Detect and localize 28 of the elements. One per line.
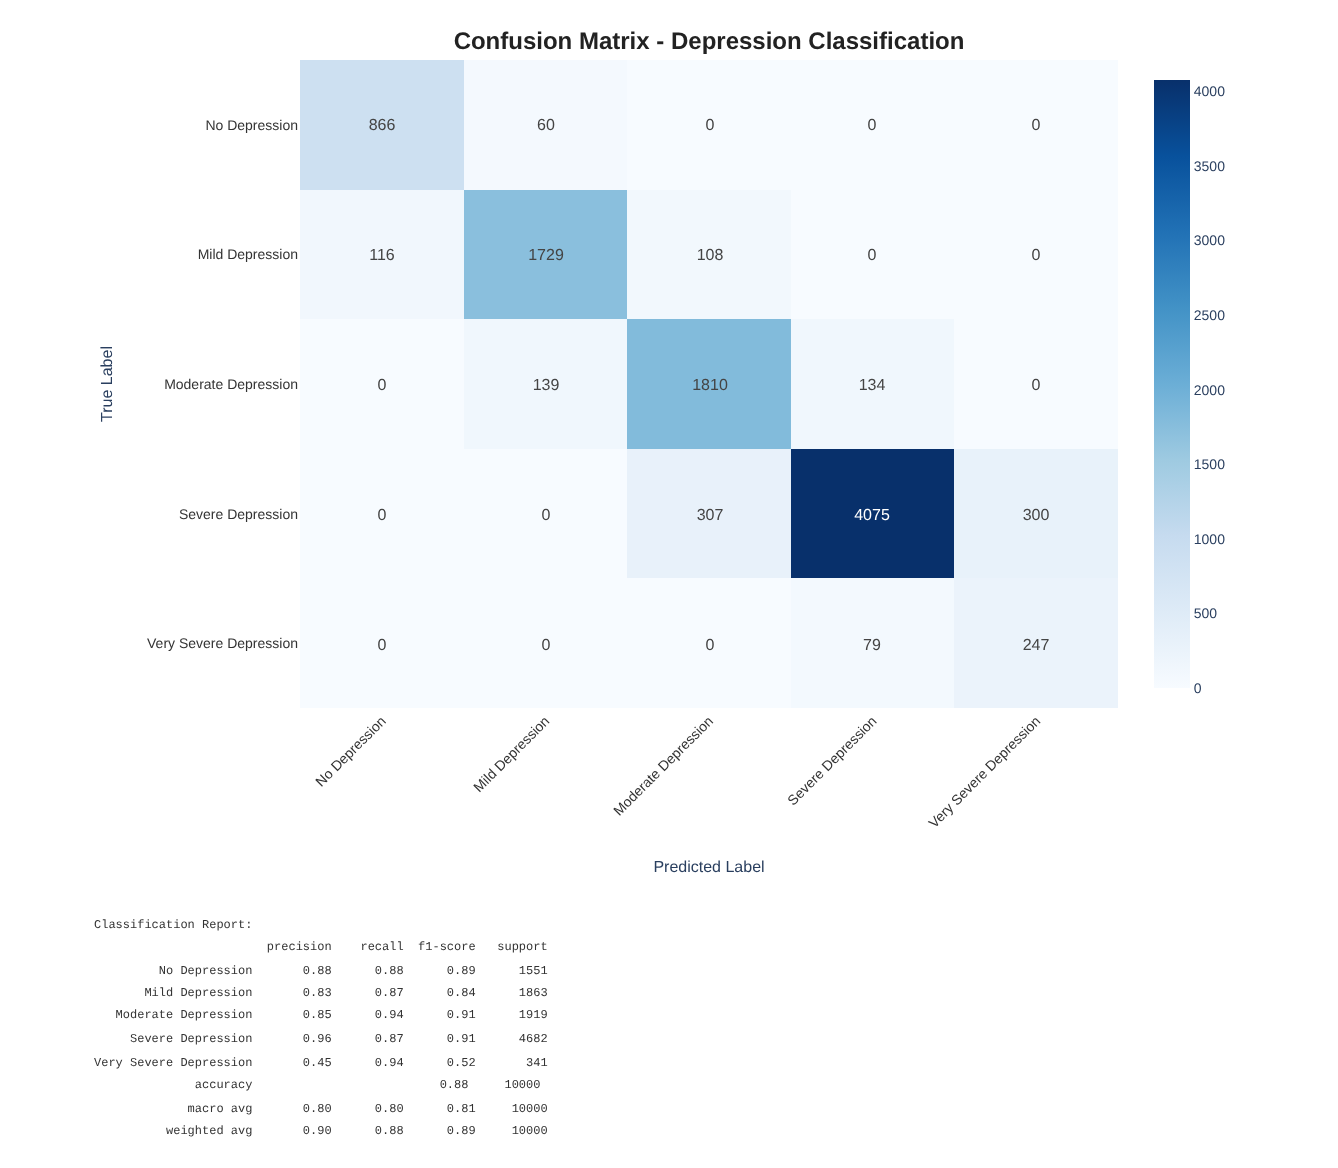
data-label: 307: [696, 505, 725, 524]
data-label: 300: [1022, 505, 1051, 524]
data-label: 4075: [854, 505, 891, 524]
y-axis-title: True Label: [98, 345, 117, 422]
data-label: 0: [867, 245, 878, 264]
data-label: 0: [377, 375, 388, 394]
data-label: 247: [1022, 635, 1051, 654]
data-label: 0: [541, 635, 552, 654]
data-label: 108: [696, 245, 725, 264]
data-label: 1810: [692, 375, 729, 394]
data-label: 139: [532, 375, 561, 394]
data-label: 116: [369, 245, 396, 264]
data-label: 79: [863, 635, 882, 654]
data-label: 0: [377, 505, 388, 524]
data-label: 0: [1031, 375, 1042, 394]
x-axis-title: Predicted Label: [653, 857, 766, 876]
data-label: 0: [377, 635, 388, 654]
data-label: 60: [537, 115, 556, 134]
data-label: 0: [705, 635, 716, 654]
data-label: 1729: [528, 245, 565, 264]
data-label: 0: [1031, 245, 1042, 264]
chart-title: Confusion Matrix - Depression Classification: [453, 26, 965, 55]
data-label: 866: [368, 115, 397, 134]
data-label: 0: [705, 115, 716, 134]
data-label: 134: [858, 375, 887, 394]
data-label: 0: [867, 115, 878, 134]
data-label: 0: [541, 505, 552, 524]
data-label: 0: [1031, 115, 1042, 134]
